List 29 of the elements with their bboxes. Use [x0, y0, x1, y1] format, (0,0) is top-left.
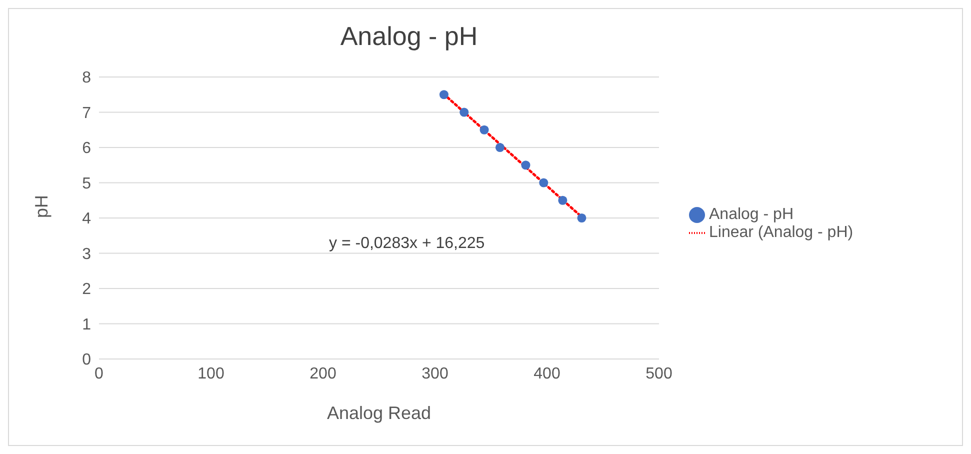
y-tick-label: 4	[82, 210, 92, 228]
chart-title: Analog - pH	[339, 21, 479, 52]
y-tick-label: 2	[82, 281, 92, 298]
point	[577, 213, 586, 223]
point	[495, 142, 504, 152]
y-axis-title: pH	[31, 194, 52, 218]
x-axis-title: Analog Read	[326, 403, 432, 423]
x-tick-label: 300	[422, 365, 448, 382]
point	[439, 90, 448, 100]
point	[558, 196, 568, 205]
y-tick-label: 3	[82, 246, 92, 263]
x-tick-label: 0	[94, 365, 104, 382]
point	[460, 108, 469, 117]
legend-label: Analog - pH	[709, 206, 794, 223]
y-tick-label: 0	[82, 352, 92, 369]
point	[521, 160, 530, 170]
point	[539, 178, 548, 188]
point	[480, 125, 489, 134]
y-tick-label: 7	[82, 104, 92, 122]
annotation: y = -0,0283x + 16,225	[329, 235, 485, 253]
x-tick-label: 200	[310, 365, 336, 382]
y-tick-label: 5	[82, 175, 92, 192]
y-tick-label: 1	[82, 316, 92, 334]
y-tick-label: 6	[82, 140, 92, 158]
x-tick-label: 400	[534, 365, 560, 382]
x-tick-label: 100	[198, 365, 224, 382]
y-tick-label: 8	[82, 70, 92, 87]
x-tick-label: 500	[646, 365, 672, 382]
legend-label: Linear (Analog - pH)	[709, 224, 854, 241]
